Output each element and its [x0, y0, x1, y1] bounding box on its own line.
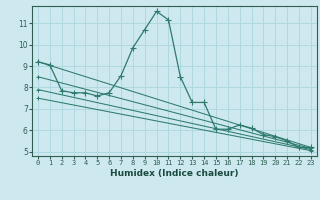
X-axis label: Humidex (Indice chaleur): Humidex (Indice chaleur) — [110, 169, 239, 178]
